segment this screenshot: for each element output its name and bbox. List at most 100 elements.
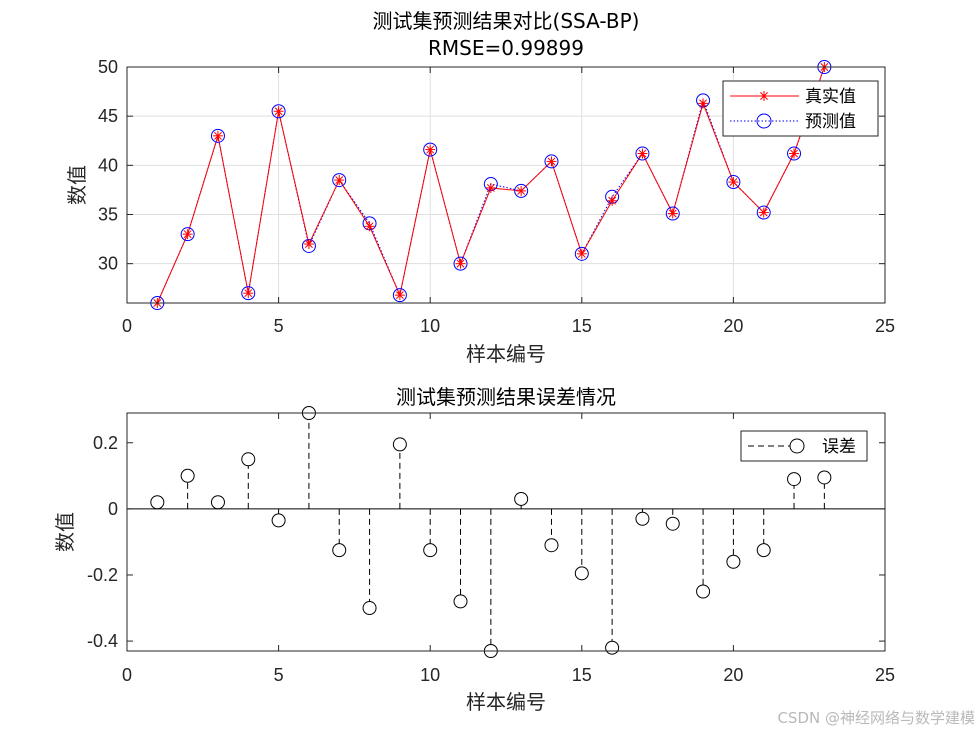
asterisk-stroke bbox=[790, 149, 798, 158]
actual-point bbox=[637, 148, 648, 159]
predicted-point bbox=[423, 142, 438, 157]
predicted-point bbox=[665, 206, 680, 221]
y-tick-label: 45 bbox=[98, 106, 118, 126]
error-point bbox=[574, 566, 589, 581]
bottom-legend: 误差 bbox=[740, 430, 868, 462]
actual-point bbox=[758, 207, 769, 218]
error-point bbox=[635, 511, 650, 526]
asterisk-stroke bbox=[577, 249, 586, 258]
predicted-point bbox=[392, 288, 407, 303]
asterisk-stroke bbox=[729, 178, 738, 187]
asterisk-stroke bbox=[760, 92, 768, 100]
error-point bbox=[514, 491, 529, 506]
watermark: CSDN @神经网络与数学建模 bbox=[777, 709, 975, 727]
error-point bbox=[210, 495, 225, 510]
error-point bbox=[756, 543, 771, 558]
asterisk-stroke bbox=[335, 176, 344, 185]
top-chart: 0 5 10 15 20 25 30 35 40 45 50 测试集预测结果对比(SSA-BP) R… bbox=[65, 9, 895, 366]
bottom-ticks: 0 5 10 15 20 25 -0.4 -0.2 0 0.2 bbox=[87, 413, 895, 685]
actual-point bbox=[698, 98, 709, 109]
actual-point bbox=[334, 175, 345, 186]
asterisk-stroke bbox=[214, 131, 222, 140]
asterisk-stroke bbox=[759, 208, 768, 217]
bottom-x-axis-label: 样本编号 bbox=[466, 690, 546, 714]
error-point bbox=[817, 470, 832, 485]
error-point bbox=[150, 495, 165, 510]
asterisk-stroke bbox=[183, 230, 192, 239]
error-point bbox=[605, 640, 620, 655]
error-point bbox=[271, 513, 286, 528]
predicted-point bbox=[726, 175, 741, 190]
x-tick-label: 10 bbox=[420, 665, 440, 685]
top-legend-box bbox=[722, 80, 879, 137]
top-x-axis-label: 样本编号 bbox=[466, 342, 546, 366]
error-point bbox=[180, 468, 195, 483]
y-tick-label: 30 bbox=[98, 254, 118, 274]
actual-point bbox=[667, 208, 678, 219]
y-tick-label: 0 bbox=[108, 499, 118, 519]
x-tick-label: 15 bbox=[572, 316, 592, 336]
asterisk-stroke bbox=[608, 196, 617, 205]
error-point bbox=[362, 601, 377, 616]
x-tick-label: 5 bbox=[274, 665, 284, 685]
x-tick-label: 25 bbox=[875, 316, 895, 336]
actual-point bbox=[273, 106, 284, 117]
bottom-chart-title: 测试集预测结果误差情况 bbox=[396, 385, 616, 409]
error-point bbox=[787, 472, 802, 487]
actual-point bbox=[182, 229, 193, 240]
error-point bbox=[696, 584, 711, 599]
legend-circle-icon bbox=[756, 113, 772, 129]
actual-point bbox=[576, 248, 587, 259]
top-axes-frame bbox=[126, 66, 886, 304]
actual-point bbox=[728, 177, 739, 188]
x-tick-label: 20 bbox=[723, 665, 743, 685]
y-tick-label: -0.4 bbox=[87, 631, 118, 651]
actual-point bbox=[303, 239, 314, 249]
predicted-point bbox=[756, 205, 771, 220]
actual-point bbox=[485, 182, 496, 193]
y-tick-label: -0.2 bbox=[87, 565, 118, 585]
asterisk-stroke bbox=[547, 157, 556, 166]
legend-circle-icon bbox=[789, 438, 805, 454]
x-tick-label: 10 bbox=[420, 316, 440, 336]
predicted-point bbox=[271, 104, 286, 119]
x-tick-label: 25 bbox=[875, 665, 895, 685]
predicted-point bbox=[453, 256, 468, 271]
asterisk-stroke bbox=[274, 107, 283, 116]
error-point bbox=[332, 543, 347, 558]
asterisk-stroke bbox=[244, 289, 253, 298]
error-point bbox=[453, 594, 468, 609]
bottom-axes-frame bbox=[126, 412, 886, 652]
actual-point bbox=[789, 148, 800, 159]
top-y-axis-label: 数值 bbox=[65, 165, 89, 205]
legend-label-predicted: 预测值 bbox=[805, 112, 856, 132]
asterisk-stroke bbox=[304, 240, 313, 248]
predicted-point bbox=[544, 154, 559, 169]
x-tick-label: 5 bbox=[274, 316, 284, 336]
asterisk-stroke bbox=[365, 222, 374, 231]
asterisk-stroke bbox=[426, 145, 435, 154]
actual-point bbox=[212, 130, 223, 141]
asterisk-stroke bbox=[456, 259, 465, 268]
error-point bbox=[544, 538, 559, 553]
bottom-chart: 0 5 10 15 20 25-0.4-0.200.2 测试集预测结果误差情况 样本编号 … bbox=[53, 385, 895, 714]
y-tick-label: 0.2 bbox=[93, 433, 118, 453]
legend-asterisk-icon bbox=[759, 91, 769, 101]
top-ticks: 0 5 10 15 20 25 30 35 40 45 50 bbox=[98, 57, 895, 336]
error-point bbox=[241, 452, 256, 467]
asterisk-stroke bbox=[699, 99, 708, 108]
asterisk-stroke bbox=[517, 186, 526, 195]
top-legend: 真实值 预测值 bbox=[722, 80, 879, 137]
predicted-point bbox=[180, 227, 195, 242]
error-point bbox=[665, 516, 680, 531]
x-tick-label: 0 bbox=[122, 665, 132, 685]
actual-point bbox=[546, 156, 557, 167]
actual-point bbox=[243, 288, 254, 299]
x-tick-label: 0 bbox=[122, 316, 132, 336]
top-chart-subtitle: RMSE=0.99899 bbox=[428, 36, 584, 60]
actual-point bbox=[455, 258, 466, 269]
actual-point bbox=[394, 290, 405, 301]
predicted-point bbox=[241, 286, 256, 301]
asterisk-stroke bbox=[486, 183, 495, 192]
actual-point bbox=[425, 144, 436, 155]
